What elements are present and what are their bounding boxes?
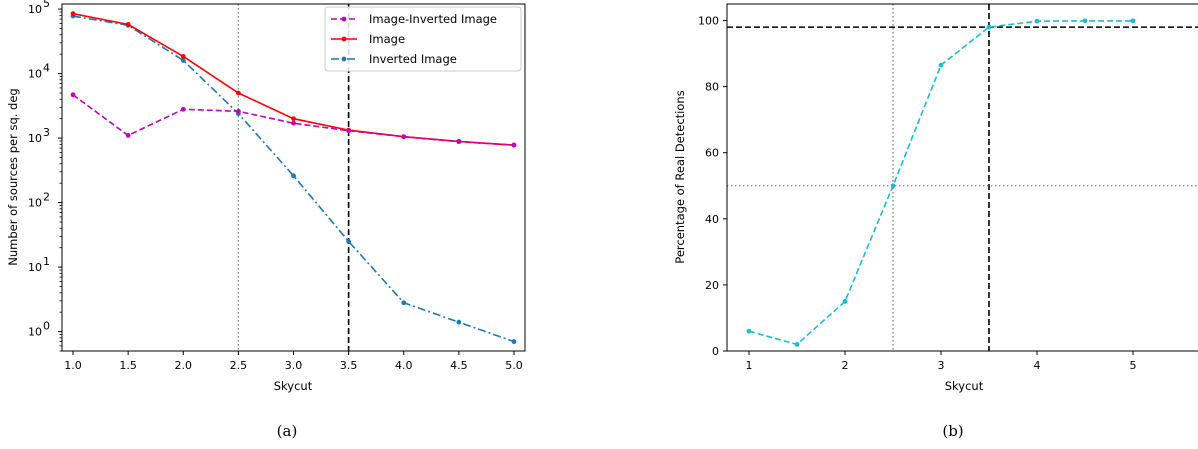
chart-a-y-tick-exponent: 1 <box>43 255 50 268</box>
chart-a-x-axis: 1.0 1.5 2.0 2.5 3.0 3.5 4.0 4.5 5.0 <box>64 351 523 372</box>
chart-a-legend-marker <box>341 16 347 22</box>
chart-b-caption: (b) <box>942 422 963 440</box>
chart-a-point <box>70 11 76 17</box>
chart-a-legend-label: Image-Inverted Image <box>369 12 497 26</box>
chart-a-point <box>456 319 462 325</box>
chart-a-x-tick-label: 5.0 <box>505 359 523 372</box>
chart-a-y-tick-exponent: 4 <box>43 62 50 75</box>
chart-a-point <box>291 116 296 122</box>
chart-a-point <box>291 120 296 126</box>
chart-a-y-tick-exponent: 2 <box>43 191 50 204</box>
chart-a-caption: (a) <box>277 422 298 440</box>
chart-a-y-tick-label: 10 <box>28 68 42 81</box>
chart-a-legend: Image-Inverted Image Image Inverted Image <box>324 6 522 72</box>
chart-b-y-tick-label: 40 <box>705 213 719 226</box>
chart-b-point <box>938 62 944 68</box>
chart-a-y-tick-label: 10 <box>28 261 42 274</box>
chart-a-x-tick-label: 2.5 <box>230 359 248 372</box>
chart-b-point <box>986 24 992 30</box>
chart-a-point <box>456 139 462 145</box>
chart-a-point <box>401 134 407 140</box>
chart-a-x-tick-label: 1.5 <box>119 359 137 372</box>
chart-a-x-tick-label: 2.0 <box>175 359 193 372</box>
chart-b-point <box>1034 18 1040 24</box>
chart-b-plot-area <box>727 4 1198 351</box>
chart-a-point <box>511 339 517 344</box>
chart-a-point <box>401 300 407 306</box>
chart-a-y-tick-label: 10 <box>28 132 42 145</box>
chart-a-y-tick-label: 10 <box>28 326 42 339</box>
chart-b-y-axis-label: Percentage of Real Detections <box>673 90 687 263</box>
chart-a-y-tick-exponent: 5 <box>43 0 50 10</box>
chart-a-x-axis-label: Skycut <box>274 379 313 393</box>
chart-a-point <box>70 92 76 98</box>
chart-b-y-tick-label: 80 <box>705 81 719 94</box>
chart-b-x-tick-label: 3 <box>938 359 945 372</box>
chart-a-y-tick-label: 10 <box>28 197 42 210</box>
chart-a-x-tick-label: 3.0 <box>285 359 303 372</box>
chart-b-frame <box>726 3 1198 352</box>
chart-b-series-line <box>748 20 1133 346</box>
chart-b-point <box>746 328 752 334</box>
chart-a-point <box>180 53 186 59</box>
chart-a-legend-label: Image <box>369 32 405 46</box>
chart-b-x-tick-label: 4 <box>1034 359 1041 372</box>
chart-a-x-tick-label: 3.5 <box>340 359 358 372</box>
chart-b-y-tick-label: 20 <box>705 279 719 292</box>
chart-b-x-axis-label: Skycut <box>945 379 984 393</box>
chart-a-point <box>291 173 296 179</box>
chart-a-legend-marker <box>341 56 347 62</box>
chart-b-point <box>890 183 896 189</box>
chart-a-x-tick-label: 4.5 <box>450 359 468 372</box>
chart-b-point <box>842 299 848 304</box>
chart-a-x-tick-label: 4.0 <box>395 359 413 372</box>
chart-b-point <box>1082 18 1088 24</box>
chart-b-y-tick-label: 100 <box>698 15 719 28</box>
chart-b-point <box>794 341 800 347</box>
chart-a-point <box>346 128 352 134</box>
chart-a-legend-box <box>324 6 522 72</box>
chart-b-x-tick-label: 2 <box>842 359 849 372</box>
chart-a-point <box>235 108 241 114</box>
chart-a-point <box>511 142 517 148</box>
chart-a-y-tick-exponent: 3 <box>43 126 50 139</box>
chart-a-point <box>180 58 186 63</box>
chart-b-y-tick-label: 0 <box>712 345 719 358</box>
chart-a-point <box>125 21 131 27</box>
chart-a-point <box>346 239 352 244</box>
chart-a-point <box>125 133 131 138</box>
chart-a-legend-marker <box>341 36 347 42</box>
chart-a-y-tick-label: 10 <box>28 3 42 16</box>
chart-b-x-axis: 1 2 3 4 5 <box>746 351 1137 372</box>
chart-a-legend-label: Inverted Image <box>369 52 457 66</box>
chart-a-point <box>180 106 186 112</box>
chart-b-y-axis: 0 20 40 60 80 100 <box>698 15 727 358</box>
chart-a-series-line-0 <box>72 94 515 146</box>
chart-a-x-tick-label: 1.0 <box>64 359 82 372</box>
chart-a-y-tick-exponent: 0 <box>43 320 50 333</box>
chart-b-x-tick-label: 1 <box>746 359 753 372</box>
chart-b-y-tick-label: 60 <box>705 147 719 160</box>
chart-b: 1 2 3 4 5 0 20 40 60 80 100 Skycut Percentage of … <box>673 3 1198 440</box>
chart-a-point <box>235 90 241 96</box>
chart-b-x-tick-label: 5 <box>1130 359 1137 372</box>
chart-a-y-axis-label: Number of sources per sq. deg <box>6 88 20 265</box>
chart-b-point <box>1130 18 1136 24</box>
